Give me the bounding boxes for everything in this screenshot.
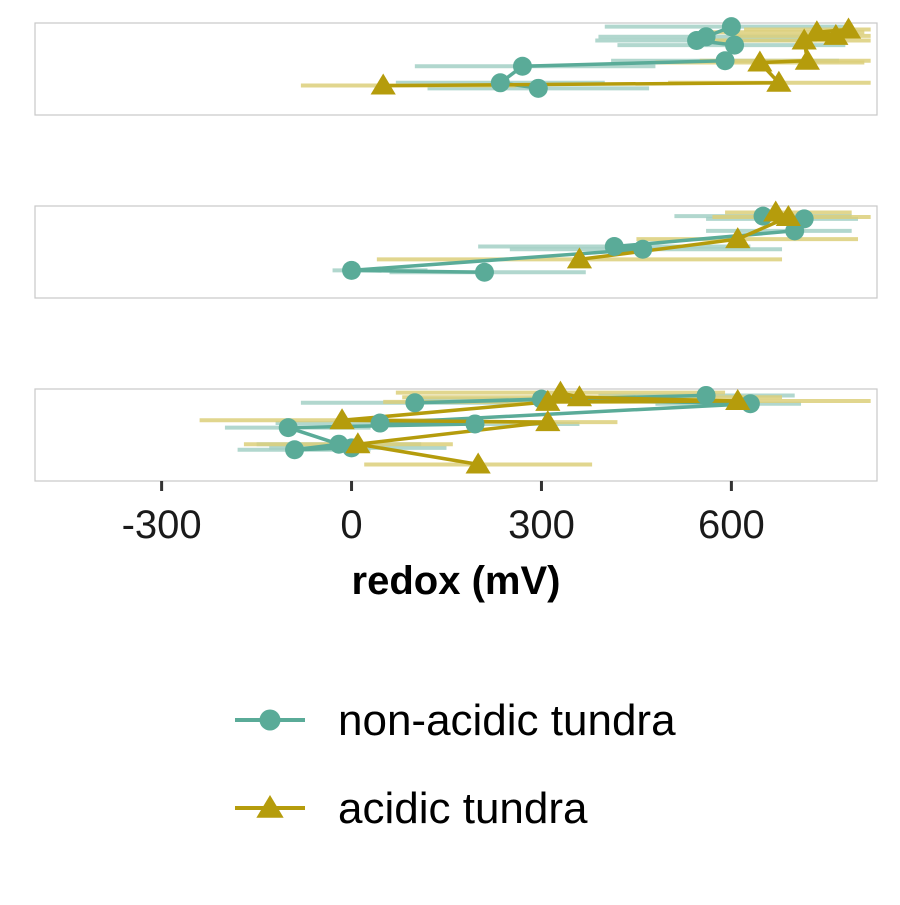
data-point — [791, 28, 817, 50]
panel-frame — [34, 388, 878, 482]
data-point — [370, 413, 390, 433]
data-point — [725, 35, 745, 55]
data-point — [721, 17, 741, 37]
legend-item: acidic tundra — [235, 784, 588, 833]
data-point — [633, 239, 653, 259]
data-point — [512, 56, 532, 76]
data-point — [775, 205, 801, 227]
data-point — [535, 410, 561, 432]
legend-marker-icon — [259, 709, 281, 731]
x-tick-label: -300 — [122, 503, 202, 547]
series-line — [340, 390, 740, 467]
legend-item: non-acidic tundra — [235, 696, 676, 745]
data-point — [285, 440, 305, 460]
data-point — [566, 247, 593, 269]
x-axis-title: redox (mV) — [352, 559, 561, 603]
data-point — [566, 385, 593, 407]
data-point — [766, 70, 792, 92]
legend-marker-icon — [256, 795, 284, 818]
series-line — [286, 393, 753, 452]
data-point — [329, 408, 355, 430]
panel-1 — [34, 17, 878, 116]
x-tick-label: 300 — [508, 503, 575, 547]
panel-3 — [34, 380, 878, 482]
panel-2 — [34, 200, 878, 299]
data-point — [725, 388, 751, 410]
data-point — [528, 78, 548, 98]
data-point — [785, 221, 805, 241]
data-point — [370, 73, 396, 95]
data-point — [804, 20, 830, 42]
data-point — [342, 260, 362, 280]
data-point — [823, 23, 849, 45]
data-point — [687, 30, 707, 50]
data-point — [345, 432, 371, 454]
data-point — [535, 389, 561, 411]
data-point — [278, 418, 298, 438]
panel-frame — [34, 205, 878, 299]
data-point — [465, 452, 491, 474]
legend-label: acidic tundra — [338, 784, 588, 833]
legend-label: non-acidic tundra — [338, 696, 676, 745]
panel-frame — [34, 22, 878, 116]
data-point — [405, 393, 425, 413]
data-point — [696, 385, 716, 405]
data-point — [474, 262, 494, 282]
data-point — [747, 50, 773, 72]
data-point — [725, 227, 751, 249]
data-point — [715, 51, 735, 71]
x-tick-label: 600 — [698, 503, 765, 547]
data-point — [604, 236, 624, 256]
data-point — [465, 414, 485, 434]
data-point — [835, 17, 862, 39]
data-point — [794, 48, 820, 70]
data-point — [547, 380, 574, 402]
x-tick-label: 0 — [340, 503, 362, 547]
data-point — [490, 73, 510, 93]
